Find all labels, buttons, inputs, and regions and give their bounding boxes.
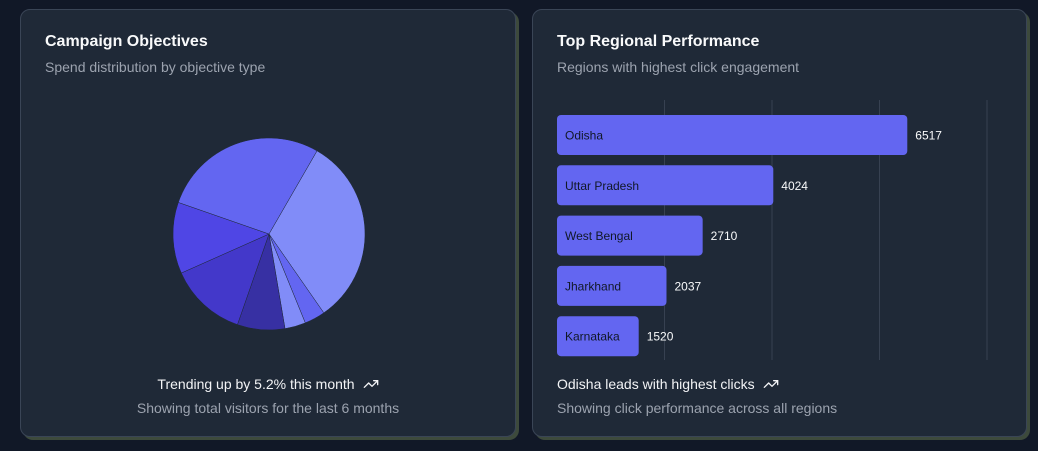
bar-karnataka[interactable] <box>557 316 639 357</box>
bar-category-label: Uttar Pradesh <box>565 179 639 193</box>
bar-uttar-pradesh[interactable] <box>557 165 774 206</box>
bar-category-label: Jharkhand <box>565 279 621 293</box>
card-subtitle: Spend distribution by objective type <box>45 59 266 75</box>
bar-category-label: Odisha <box>565 129 603 143</box>
trending-up-icon <box>363 380 378 388</box>
bar-value-label: 2710 <box>711 229 738 243</box>
pie-chart <box>172 137 366 331</box>
bar-category-label: West Bengal <box>565 229 633 243</box>
trend-text: Trending up by 5.2% this month <box>157 376 355 392</box>
bar-chart: Odisha 6517 Uttar Pradesh 4024 West Bengal 27… <box>557 100 988 360</box>
card-subtitle: Regions with highest click engagement <box>557 59 800 75</box>
bar-value-label: 4024 <box>781 179 808 193</box>
bar-category-label: Karnataka <box>565 330 620 344</box>
campaign-objectives-card: Campaign Objectives Spend distribution b… <box>20 9 516 437</box>
bar-value-label: 2037 <box>674 279 701 293</box>
pie-slice-7[interactable] <box>178 137 318 235</box>
trending-up-icon <box>763 380 778 388</box>
bar-value-label: 6517 <box>915 129 942 143</box>
bar-jharkhand[interactable] <box>557 265 667 306</box>
trend-footer: Trending up by 5.2% this month <box>21 376 515 392</box>
trend-footer: Odisha leads with highest clicks <box>557 376 779 392</box>
pie-slice-6[interactable] <box>172 202 270 274</box>
trend-text: Odisha leads with highest clicks <box>557 376 755 392</box>
card-title: Campaign Objectives <box>45 33 208 50</box>
footer-description: Showing total visitors for the last 6 mo… <box>136 400 400 416</box>
regional-performance-card: Top Regional Performance Regions with hi… <box>532 9 1027 437</box>
card-title: Top Regional Performance <box>557 33 760 50</box>
bar-value-label: 1520 <box>647 330 674 344</box>
bar-odisha[interactable] <box>557 115 908 155</box>
pie-slice-5[interactable] <box>180 233 270 325</box>
pie-slice-1[interactable] <box>268 150 366 314</box>
bar-west-bengal[interactable] <box>557 215 703 256</box>
footer-description: Showing click performance across all reg… <box>557 400 838 416</box>
